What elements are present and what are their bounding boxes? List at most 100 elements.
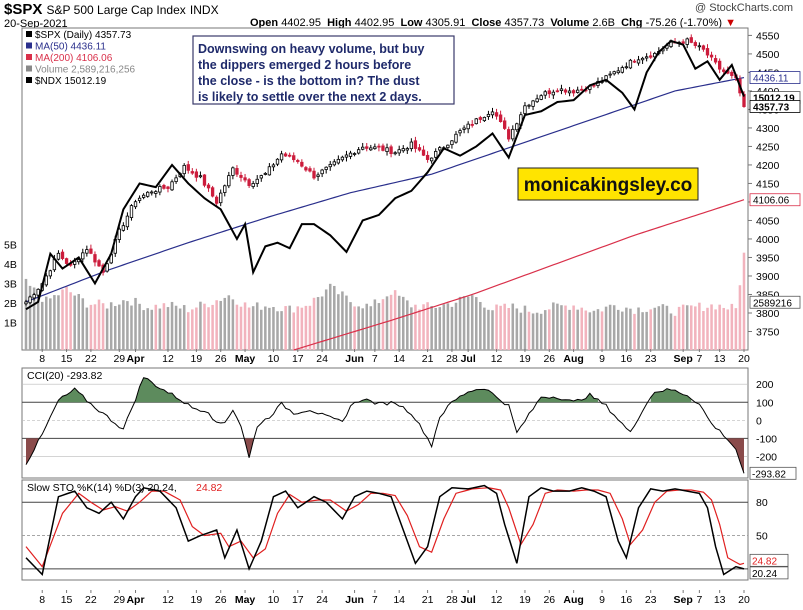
price-label-close: 4357.73 [753, 102, 790, 113]
symbol: $SPX [4, 1, 43, 18]
down-arrow-icon: ▼ [725, 17, 736, 29]
volume-bar [393, 290, 397, 350]
volume-bar [475, 297, 478, 350]
x-tick-label: 29 [113, 353, 125, 365]
legend-swatch [26, 54, 32, 60]
candle-body [137, 197, 142, 201]
candle-body [219, 192, 223, 204]
candle-body [450, 140, 454, 146]
candle-body [393, 152, 397, 155]
volume-bar [126, 301, 129, 350]
volume-bar [272, 307, 275, 350]
candle-body [498, 114, 503, 122]
x-tick-label: 19 [191, 353, 203, 365]
candle-body [612, 71, 616, 75]
x-tick-label: 20 [738, 353, 750, 365]
x-tick-label: 8 [39, 353, 45, 365]
volume-bar [621, 311, 624, 350]
volume-bar [61, 289, 64, 350]
x-tick-label: 28 [446, 594, 458, 606]
candle-body [279, 153, 284, 161]
volume-bar [503, 303, 506, 350]
sto-last-box [749, 566, 789, 580]
candle-body [628, 59, 633, 69]
legend-swatch [26, 77, 32, 83]
volume-bar [625, 307, 628, 350]
volume-bar [685, 305, 689, 350]
volume-bar [584, 310, 588, 350]
candle-body [288, 154, 292, 157]
candle-body [434, 150, 438, 158]
cci-fill [58, 388, 87, 403]
candle-body [162, 184, 166, 189]
x-tick-label: Aug [563, 594, 583, 606]
volume-bar [612, 305, 616, 350]
candle-body [166, 186, 170, 189]
x-tick-label: 7 [372, 353, 378, 365]
volume-tick-label: 1B [4, 318, 17, 330]
x-tick-label: Sep [674, 594, 693, 606]
volume-bar [410, 307, 413, 350]
volume-bar [113, 306, 117, 350]
x-tick-label: 26 [215, 353, 227, 365]
volume-bar [470, 295, 474, 350]
volume-bar [243, 302, 247, 350]
x-tick-label: 17 [292, 594, 304, 606]
sto-legend: Slow STO %K(14) %D(3) 20.24, [27, 482, 177, 494]
candle-body [482, 116, 487, 122]
volume-bar [40, 301, 44, 350]
volume-bar [401, 296, 405, 350]
price-label-ma50: 4436.11 [753, 74, 789, 85]
candle-body [300, 161, 304, 167]
volume-bar [24, 278, 28, 350]
cci-fill [727, 438, 744, 474]
sto-tick-label: 80 [756, 497, 768, 509]
volume-bar [32, 287, 36, 350]
volume-bar [122, 300, 125, 350]
candle-body [105, 263, 109, 272]
candle-body [730, 71, 734, 76]
candle-body [478, 117, 482, 120]
volume-bar [65, 286, 68, 350]
annotation-box: Downswing on heavy volume, but buy the d… [192, 35, 455, 105]
volume-bar [73, 295, 76, 350]
candle-body [93, 254, 97, 263]
candle-body [381, 145, 385, 151]
x-tick-label: 22 [85, 594, 97, 606]
candle-body [454, 133, 458, 143]
volume-bar [296, 306, 300, 350]
candle-body [385, 147, 389, 152]
volume-bar [158, 308, 162, 350]
volume-tick-label: 3B [4, 279, 17, 291]
volume-bar [519, 312, 523, 350]
x-tick-label: 23 [645, 353, 657, 365]
volume-value: 2.6B [592, 17, 615, 29]
stochastic-panel: 80 50 Slow STO %K(14) %D(3) 20.24, 24.82 24.… [21, 479, 789, 581]
price-tick-label: 4200 [756, 160, 780, 172]
candle-body [259, 175, 263, 179]
x-tick-label: 26 [215, 594, 227, 606]
volume-bar [150, 309, 154, 350]
x-tick-label: 13 [714, 353, 726, 365]
candle-body [458, 130, 462, 134]
x-tick-label: Jun [345, 594, 364, 606]
volume-bar [706, 307, 709, 350]
candle-body [523, 105, 527, 114]
volume-bar [458, 296, 462, 350]
cci-tick-label: -200 [756, 451, 777, 463]
volume-bar [235, 304, 239, 350]
volume-bar [312, 297, 316, 350]
candle-body [527, 104, 531, 107]
candle-body [705, 48, 710, 56]
candle-body [689, 37, 693, 43]
x-tick-label: May [235, 594, 256, 606]
volume-bar [592, 310, 596, 350]
x-tick-label: 13 [714, 594, 726, 606]
volume-bar [641, 312, 644, 350]
chart-title: $SPX S&P 500 Large Cap Index INDX [4, 1, 219, 18]
candle-body [555, 90, 560, 93]
candle-body [275, 158, 280, 165]
x-tick-label: 29 [113, 594, 125, 606]
candle-body [377, 145, 381, 148]
volume-bar [308, 305, 312, 350]
